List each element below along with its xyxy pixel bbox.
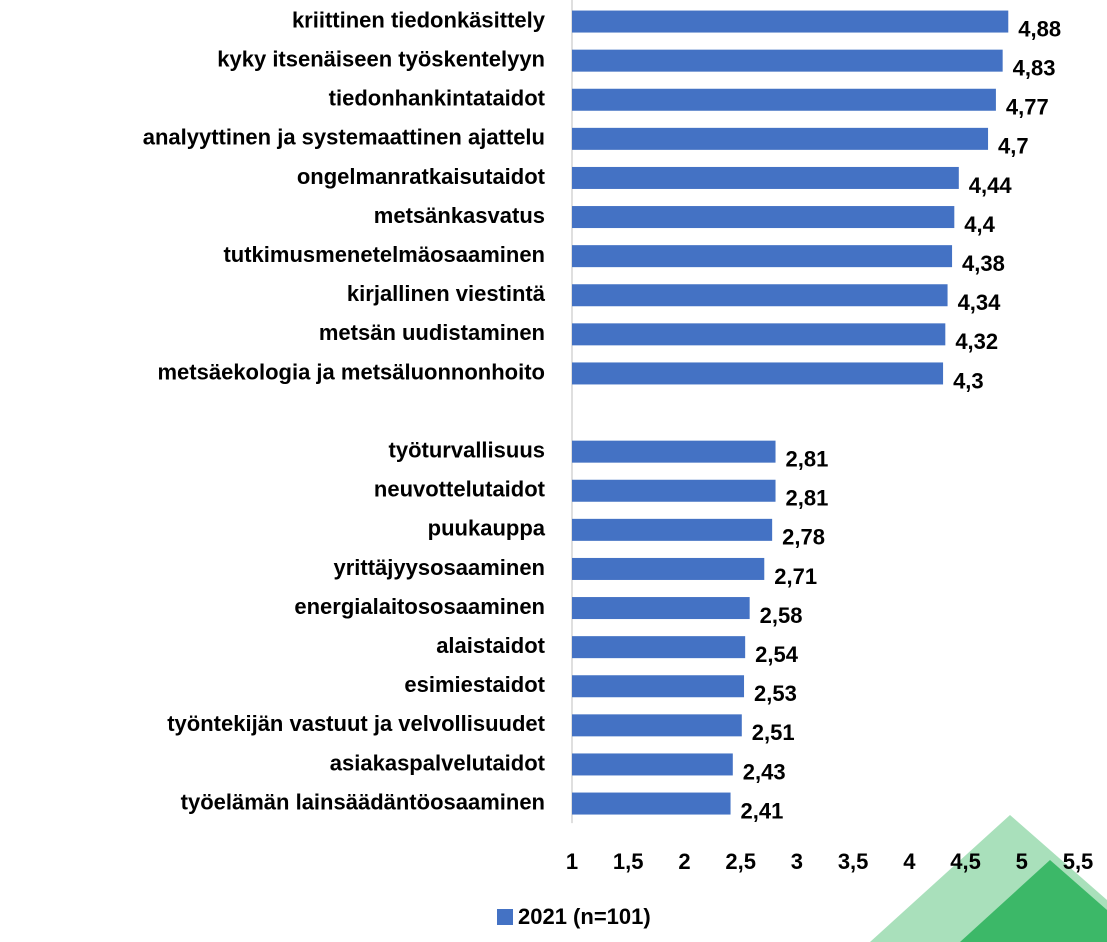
bar — [572, 557, 765, 580]
x-tick-label: 4,5 — [950, 849, 981, 874]
value-label: 4,38 — [962, 251, 1005, 276]
value-label: 2,81 — [786, 486, 829, 511]
y-tick-label: yrittäjyysosaaminen — [333, 555, 545, 580]
bar — [572, 206, 955, 229]
legend-label: 2021 (n=101) — [518, 904, 651, 929]
bar — [572, 88, 996, 111]
y-tick-label: tiedonhankintataidot — [329, 86, 546, 111]
value-label: 2,54 — [755, 642, 799, 667]
value-label: 4,4 — [964, 212, 995, 237]
value-label: 2,43 — [743, 759, 786, 784]
value-label: 4,44 — [969, 173, 1013, 198]
value-label: 2,51 — [752, 720, 795, 745]
value-label: 4,7 — [998, 134, 1029, 159]
x-tick-label: 3,5 — [838, 849, 869, 874]
value-label: 4,77 — [1006, 95, 1049, 120]
value-label: 4,3 — [953, 368, 984, 393]
y-tick-label: metsänkasvatus — [374, 203, 545, 228]
y-tick-label: metsäekologia ja metsäluonnonhoito — [157, 359, 545, 384]
bar — [572, 597, 750, 620]
y-tick-label: kirjallinen viestintä — [347, 281, 546, 306]
y-tick-label: esimiestaidot — [404, 672, 545, 697]
value-label: 4,88 — [1018, 16, 1061, 41]
bar — [572, 49, 1003, 72]
bar — [572, 753, 733, 776]
bar — [572, 127, 989, 150]
y-tick-label: asiakaspalvelutaidot — [330, 750, 546, 775]
value-label: 4,34 — [958, 290, 1002, 315]
bar — [572, 675, 745, 698]
y-tick-label: työntekijän vastuut ja velvollisuudet — [167, 711, 545, 736]
bar — [572, 166, 959, 189]
decoration — [960, 860, 1107, 942]
x-tick-label: 1,5 — [613, 849, 644, 874]
bar — [572, 518, 773, 541]
value-label: 2,71 — [774, 564, 817, 589]
bar — [572, 284, 948, 307]
value-label: 2,81 — [786, 446, 829, 471]
x-tick-label: 2,5 — [725, 849, 756, 874]
y-tick-label: kriittinen tiedonkäsittely — [292, 7, 546, 32]
y-tick-label: metsän uudistaminen — [319, 320, 545, 345]
bar — [572, 362, 944, 385]
bar — [572, 10, 1009, 33]
y-tick-label: työturvallisuus — [389, 437, 545, 462]
bar — [572, 792, 731, 815]
y-tick-label: puukauppa — [428, 516, 546, 541]
x-tick-label: 4 — [903, 849, 916, 874]
x-tick-label: 1 — [566, 849, 578, 874]
value-label: 4,32 — [955, 329, 998, 354]
x-tick-label: 2 — [678, 849, 690, 874]
bar — [572, 636, 746, 659]
value-label: 2,78 — [782, 525, 825, 550]
y-tick-label: alaistaidot — [436, 633, 545, 658]
y-tick-label: tutkimusmenetelmäosaaminen — [223, 242, 545, 267]
value-label: 2,53 — [754, 681, 797, 706]
y-tick-label: työelämän lainsäädäntöosaaminen — [181, 789, 545, 814]
value-label: 2,41 — [741, 798, 784, 823]
value-label: 2,58 — [760, 603, 803, 628]
bar — [572, 479, 776, 502]
bar — [572, 440, 776, 463]
y-tick-label: neuvottelutaidot — [374, 477, 546, 502]
bar — [572, 714, 742, 737]
y-tick-label: energialaitososaaminen — [294, 594, 545, 619]
y-tick-label: analyyttinen ja systemaattinen ajattelu — [143, 125, 545, 150]
legend-swatch — [497, 909, 513, 925]
bar — [572, 323, 946, 346]
x-tick-label: 5 — [1016, 849, 1028, 874]
value-label: 4,83 — [1013, 55, 1056, 80]
x-tick-label: 3 — [791, 849, 803, 874]
y-tick-label: ongelmanratkaisutaidot — [297, 164, 546, 189]
bar — [572, 245, 953, 268]
x-tick-label: 5,5 — [1063, 849, 1094, 874]
y-tick-label: kyky itsenäiseen työskentelyyn — [217, 46, 545, 71]
